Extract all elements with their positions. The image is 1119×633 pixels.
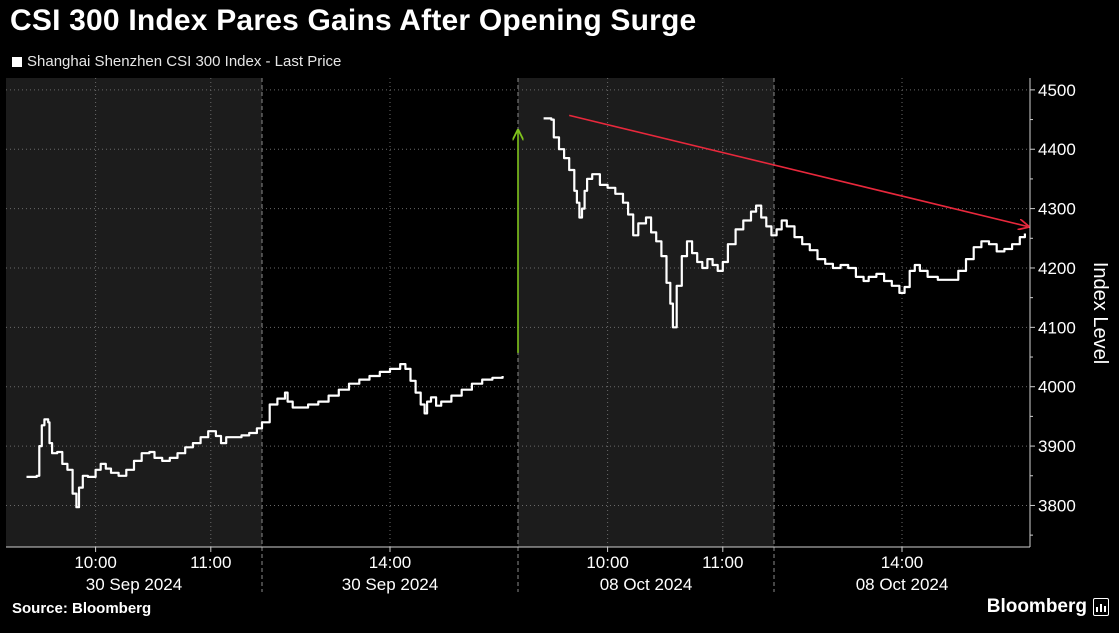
y-tick-label: 4100 (1038, 318, 1076, 337)
trend-arrow (569, 114, 1027, 226)
y-tick-label: 4300 (1038, 200, 1076, 219)
x-date-label: 08 Oct 2024 (856, 575, 949, 594)
y-axis-label: Index Level (1089, 262, 1111, 364)
y-tick-label: 4500 (1038, 81, 1076, 100)
y-tick-label: 3900 (1038, 437, 1076, 456)
x-date-label: 30 Sep 2024 (86, 575, 182, 594)
source-note: Source: Bloomberg (12, 600, 152, 617)
x-tick-label: 14:00 (369, 553, 412, 572)
legend-swatch (12, 56, 22, 67)
brand-logo: Bloomberg (987, 596, 1109, 618)
session-band-s3 (518, 78, 774, 547)
chart-title: CSI 300 Index Pares Gains After Opening … (10, 4, 697, 37)
x-tick-label: 10:00 (586, 553, 629, 572)
y-tick-label: 4400 (1038, 140, 1076, 159)
bloomberg-terminal-icon (1093, 598, 1109, 616)
x-tick-label: 10:00 (74, 553, 117, 572)
y-tick-label: 4200 (1038, 259, 1076, 278)
x-date-label: 08 Oct 2024 (600, 575, 693, 594)
y-tick-label: 3800 (1038, 496, 1076, 515)
x-tick-label: 11:00 (190, 553, 231, 572)
x-tick-label: 14:00 (881, 553, 924, 572)
x-date-label: 30 Sep 2024 (342, 575, 438, 594)
brand-text: Bloomberg (986, 596, 1087, 617)
session-band-s1 (6, 78, 262, 547)
legend-label: Shanghai Shenzhen CSI 300 Index - Last P… (27, 53, 342, 70)
price-line-segment-2 (543, 117, 1026, 329)
x-tick-label: 11:00 (702, 553, 743, 572)
y-tick-label: 4000 (1038, 378, 1076, 397)
legend: Shanghai Shenzhen CSI 300 Index - Last P… (12, 53, 341, 70)
price-line-segment-1 (26, 363, 504, 509)
